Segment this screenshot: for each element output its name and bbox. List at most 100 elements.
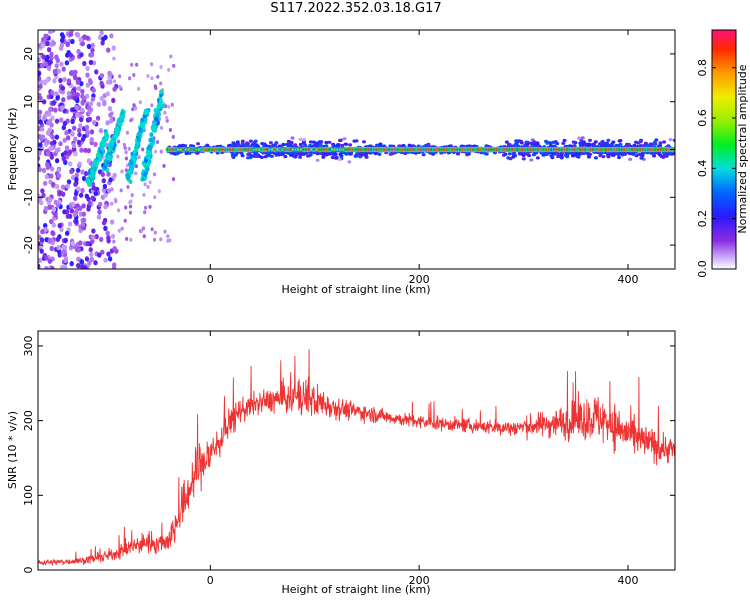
spectrogram-cell — [49, 245, 54, 252]
spectrogram-cell — [70, 118, 75, 125]
spectrogram-cell — [549, 154, 554, 158]
y-tick-label: 100 — [22, 485, 35, 506]
spectrogram-cell — [611, 140, 616, 144]
spectrogram-cell — [545, 141, 550, 145]
spectrogram-cell — [85, 82, 91, 88]
spectrogram-cell — [141, 147, 145, 152]
spectrogram-cell — [61, 66, 66, 72]
spectrogram-cell — [150, 62, 154, 67]
spectrogram-cell — [92, 165, 97, 171]
spectrogram-cell — [593, 156, 598, 160]
spectrogram-cell — [105, 120, 110, 126]
spectrogram-cell — [71, 202, 76, 208]
spectrogram-cell — [130, 155, 135, 161]
spectrogram-cell — [324, 144, 329, 148]
spectrogram-cell — [55, 95, 60, 101]
spectrogram-cell — [532, 153, 536, 157]
spectrogram-cell — [308, 140, 313, 144]
spectrogram-cell — [86, 158, 92, 164]
spectrogram-cell — [138, 100, 142, 105]
spectrogram-cell — [150, 103, 154, 108]
spectrogram-cell — [421, 153, 426, 157]
spectrogram-cell — [137, 155, 141, 160]
spectrogram-cell — [639, 156, 644, 160]
spectrogram-cell — [159, 65, 163, 69]
spectrogram-cell — [69, 261, 74, 267]
spectrogram-cell — [69, 131, 75, 137]
spectrogram-cell — [132, 73, 136, 77]
spectrogram-cell — [62, 137, 67, 143]
spectrogram-cell — [65, 52, 70, 58]
spectrogram-cell — [70, 89, 75, 95]
spectrogram-cell — [159, 81, 163, 86]
spectrogram-cell — [137, 86, 141, 91]
spectrogram-cell — [340, 143, 345, 148]
spectrogram-cell — [54, 158, 60, 164]
spectrogram-cell — [82, 60, 87, 67]
spectrogram-cell — [132, 103, 136, 108]
spectrogram-cell — [342, 137, 347, 141]
spectrogram-cell — [240, 139, 245, 143]
spectrogram-cell — [373, 151, 378, 156]
spectrogram-cell — [375, 143, 380, 147]
spectrogram-cell — [73, 151, 78, 157]
spectrogram-cell — [57, 173, 62, 179]
spectrogram-cell — [86, 178, 91, 183]
spectrogram-cell — [108, 177, 113, 183]
snr-panel: 0 200 400 0 100 200 300 Height of straight lin… — [6, 330, 676, 596]
spectrogram-cell — [658, 141, 663, 145]
spectrogram-cell — [59, 105, 65, 111]
spectrogram-cell — [143, 210, 147, 215]
spectrogram-axes: 0 200 400 -20 -10 0 10 20 — [22, 30, 675, 286]
spectrogram-cell — [62, 120, 68, 127]
spectrogram-cell — [283, 155, 288, 159]
spectrogram-cell — [144, 109, 149, 114]
y-tick-label: -20 — [22, 236, 35, 254]
spectrogram-cell — [559, 156, 564, 160]
colorbar-tick-label: 0.0 — [696, 260, 709, 278]
spectrogram-cell — [123, 218, 127, 223]
spectrogram-cell — [110, 233, 116, 239]
spectrogram-cell — [293, 155, 298, 159]
spectrogram-cell — [98, 157, 103, 162]
spectrogram-cell — [513, 142, 518, 146]
spectrogram-cell — [90, 238, 95, 244]
spectrogram-cell — [78, 192, 84, 198]
spectrogram-cell — [39, 63, 45, 69]
spectrogram-cell — [41, 54, 46, 60]
y-tick-label: 0 — [22, 146, 35, 153]
spectrogram-cell — [69, 168, 74, 175]
spectrogram-cell — [521, 153, 526, 157]
spectrogram-cell — [124, 150, 128, 155]
spectrogram-cell — [235, 140, 240, 144]
spectrogram-cell — [124, 156, 128, 161]
spectrogram-cell — [43, 180, 48, 186]
spectrogram-cell — [230, 154, 235, 158]
spectrogram-cell — [50, 181, 56, 187]
spectrogram-cell — [364, 155, 369, 159]
spectrogram-cell — [364, 151, 369, 155]
spectrogram-cell — [107, 256, 113, 262]
spectrogram-cell — [51, 206, 57, 213]
spectrogram-cell — [74, 31, 80, 37]
spectrogram-cell — [555, 151, 560, 156]
spectrogram-cell — [118, 74, 122, 79]
spectrogram-cell — [38, 75, 42, 82]
spectrogram-cell — [645, 143, 650, 147]
spectrogram-cell — [73, 195, 78, 201]
spectrogram-cell — [40, 126, 45, 132]
spectrogram-cell — [67, 221, 73, 227]
spectrogram-cell — [159, 149, 163, 154]
spectrogram-cell — [68, 31, 74, 37]
spectrogram-cell — [72, 125, 77, 131]
spectrogram-cell — [142, 234, 146, 239]
spectrogram-cell — [232, 142, 237, 146]
spectrogram-cell — [112, 239, 116, 244]
spectrogram-cell — [634, 140, 638, 144]
spectrogram-cell — [49, 218, 54, 225]
spectrogram-cell — [93, 190, 99, 197]
spectrogram-cell — [274, 141, 279, 145]
spectrogram-cell — [77, 132, 82, 138]
spectrogram-cell — [106, 235, 111, 241]
spectrogram-cell — [54, 134, 60, 140]
